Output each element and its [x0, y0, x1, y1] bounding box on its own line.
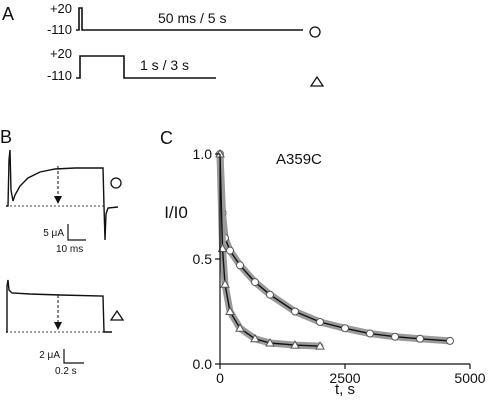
- trace-1-scale-current: 5 μA: [43, 228, 64, 239]
- series-0-data-band: [216, 150, 454, 345]
- protocol-2: +20 -110 1 s / 3 s: [47, 46, 325, 87]
- chart-series-layer: [215, 148, 454, 350]
- trace-1-current: [6, 149, 119, 241]
- y-axis-label: I/I0: [164, 203, 188, 222]
- series-0-point-9: [341, 324, 349, 333]
- protocol-1-vtop: +20: [50, 1, 72, 16]
- trace-1-circle-marker: [110, 177, 122, 189]
- protocol-2-waveform: [76, 55, 216, 79]
- x-axis-label: t, s: [335, 381, 355, 398]
- protocol-2-vtop: +20: [50, 46, 72, 61]
- series-0-point-7: [291, 307, 299, 316]
- x-tick-label-1: 2500: [329, 370, 360, 386]
- trace-2-triangle-marker: [109, 309, 125, 321]
- series-1-point-6: [265, 337, 275, 347]
- chart-ticks-layer: 0 2500 5000 0.0 0.5 1.0: [193, 146, 486, 386]
- protocol-2-triangle-marker: [309, 75, 325, 87]
- trace-2-arrow-head: [54, 322, 62, 330]
- trace-2-scale-time: 0.2 s: [55, 366, 77, 377]
- current-trace-2: 2 μA 0.2 s: [6, 279, 125, 377]
- series-1-point-5: [250, 333, 260, 343]
- protocol-1-caption: 50 ms / 5 s: [158, 10, 226, 26]
- x-tick-label-2: 5000: [454, 370, 485, 386]
- y-tick-label-2: 1.0: [193, 146, 213, 162]
- x-tick-label-0: 0: [216, 370, 224, 386]
- series-1-point-4: [235, 323, 245, 332]
- series-1-point-2: [220, 279, 230, 288]
- series-0-point-5: [251, 278, 259, 287]
- panel-c-label: C: [160, 128, 173, 148]
- decay-chart: 0 2500 5000 0.0 0.5 1.0 t, s I/I0: [164, 146, 486, 398]
- protocol-1-waveform: [76, 7, 303, 31]
- series-0-point-6: [266, 290, 274, 299]
- series-1-point-8: [315, 341, 325, 350]
- series-0-point-3: [226, 246, 234, 255]
- series-0-point-10: [366, 329, 374, 338]
- protocol-1: +20 -110 50 ms / 5 s: [47, 1, 321, 38]
- y-tick-label-1: 0.5: [193, 251, 213, 267]
- trace-1-scale-bar: [67, 224, 86, 241]
- panel-a-label: A: [2, 4, 14, 24]
- protocol-1-vbottom: -110: [47, 22, 72, 37]
- trace-1-scale-time: 10 ms: [56, 244, 83, 255]
- series-1-point-3: [225, 306, 235, 315]
- chart-title: A359C: [276, 151, 322, 168]
- series-0-point-13: [446, 336, 454, 345]
- series-1-point-7: [290, 340, 300, 349]
- series-0-point-4: [236, 261, 244, 270]
- series-0-point-12: [416, 334, 424, 343]
- panel-b-label: B: [0, 127, 12, 147]
- series-0-point-8: [316, 318, 324, 326]
- trace-1-arrow-head: [54, 196, 62, 204]
- trace-2-current: [6, 279, 112, 333]
- protocol-2-vbottom: -110: [47, 68, 72, 83]
- series-0-point-11: [391, 332, 399, 341]
- series-0-fit-line: [219, 153, 451, 342]
- trace-2-scale-current: 2 μA: [39, 350, 60, 361]
- protocol-2-caption: 1 s / 3 s: [140, 57, 189, 73]
- trace-2-scale-bar: [63, 349, 84, 364]
- y-tick-label-0: 0.0: [193, 356, 213, 372]
- protocol-1-circle-marker: [309, 26, 321, 38]
- current-trace-1: 5 μA 10 ms: [6, 149, 122, 255]
